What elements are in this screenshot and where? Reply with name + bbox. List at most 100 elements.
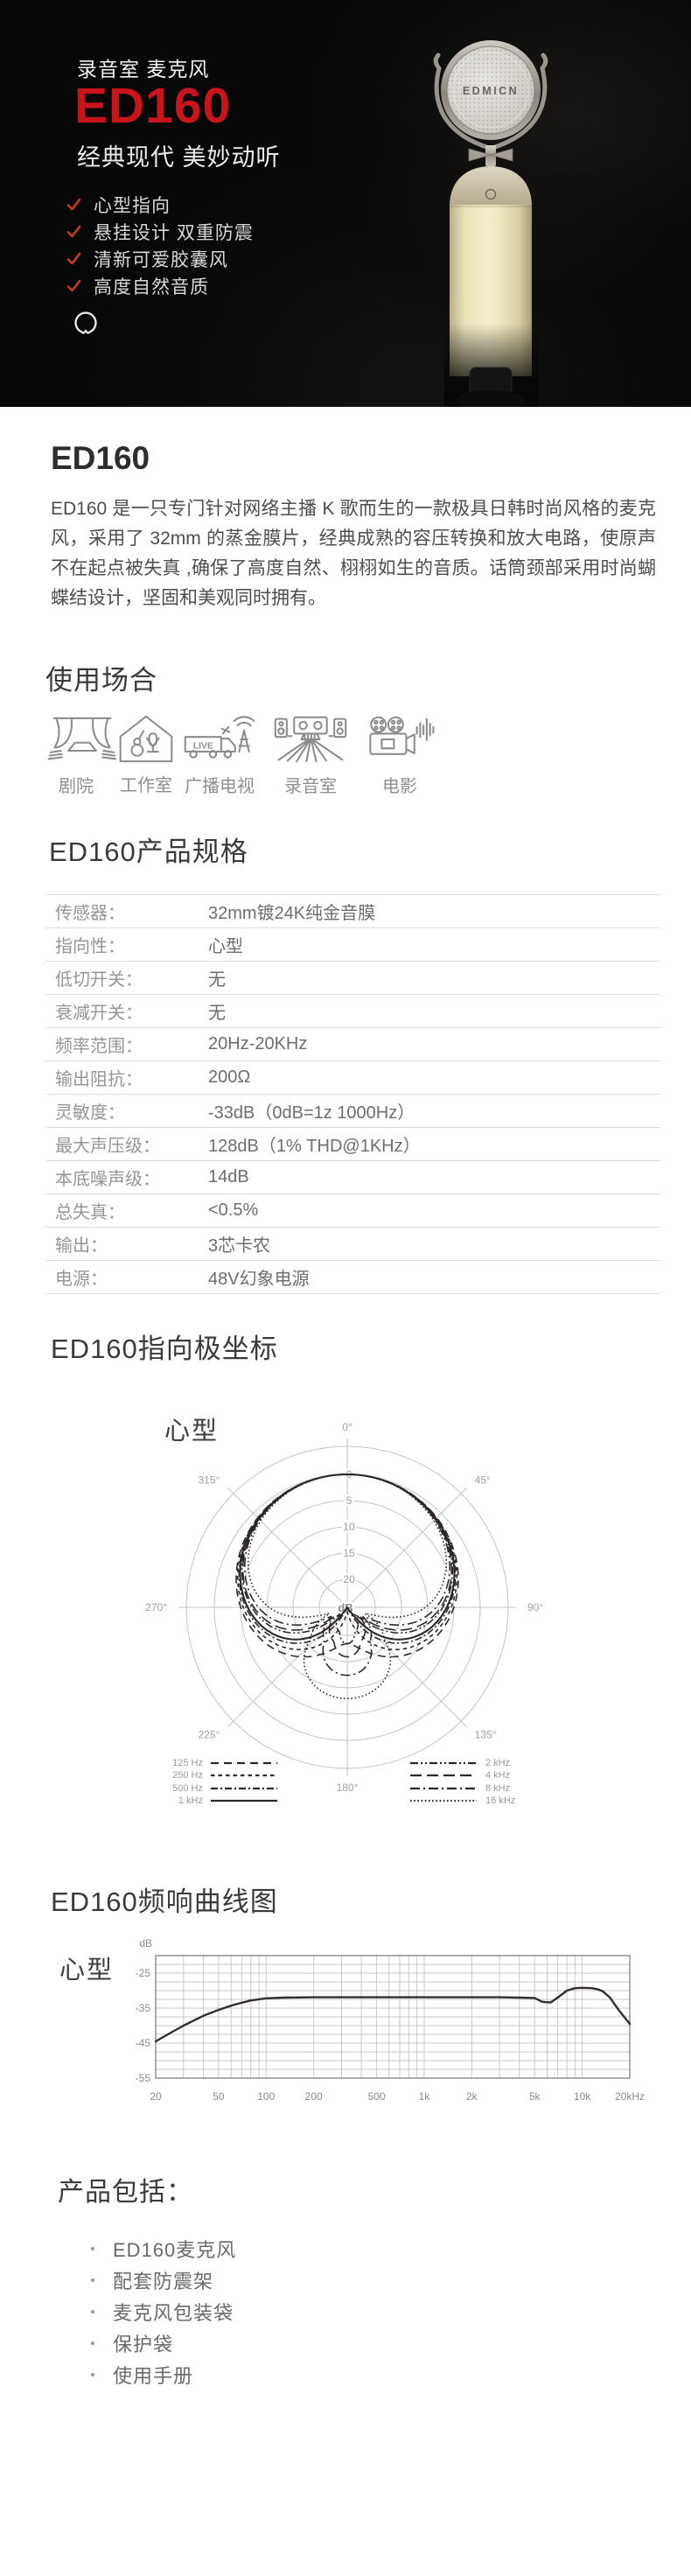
recording-studio-icon <box>274 716 347 763</box>
svg-text:-55: -55 <box>136 2072 151 2084</box>
hero-feature-label: 高度自然音质 <box>94 276 209 298</box>
spec-value: 3芯卡农 <box>208 1236 271 1256</box>
polar-legend-line <box>211 1774 277 1777</box>
svg-text:50: 50 <box>213 2090 225 2103</box>
svg-text:180°: 180° <box>337 1782 359 1791</box>
scenarios-title: 使用场合 <box>45 665 157 696</box>
svg-text:15: 15 <box>343 1547 355 1559</box>
hero-feature-list: 心型指向 悬挂设计 双重防震 清新可爱胶囊风 高度自然音质 <box>66 191 254 299</box>
spec-label: 灵敏度： <box>55 1103 125 1123</box>
spec-row: 指向性： 心型 <box>45 928 660 961</box>
svg-text:225°: 225° <box>199 1729 220 1741</box>
spec-row: 传感器： 32mm镀24K纯金音膜 <box>45 894 660 928</box>
svg-text:500: 500 <box>368 2090 386 2103</box>
polar-legend-row: 4 kHz <box>409 1769 515 1782</box>
polar-legend-row: 1 kHz <box>164 1795 278 1807</box>
specs-title: ED160产品规格 <box>49 836 248 867</box>
svg-text:45°: 45° <box>475 1474 491 1486</box>
svg-text:270°: 270° <box>145 1601 167 1614</box>
polar-legend-row: 2 kHz <box>409 1757 515 1769</box>
mic-brand-text: EDMICN <box>463 85 519 97</box>
check-icon <box>66 198 81 211</box>
spec-value: 48V幻象电源 <box>208 1270 310 1289</box>
polar-legend-line <box>211 1761 277 1765</box>
theater-icon <box>47 717 117 760</box>
mic-logo-ring <box>485 188 497 200</box>
freq-pattern-label: 心型 <box>59 1956 115 1984</box>
polar-series-16kHz <box>247 1474 448 1700</box>
hero-feature-label: 心型指向 <box>94 195 171 216</box>
frequency-response-chart: dB -25 -35 -45 -55 20 50 100 200 500 1k 2k 5k 10k 20kH… <box>136 1937 645 2103</box>
scenario-item: 剧院 <box>47 714 117 797</box>
polar-series-8kHz <box>244 1474 450 1676</box>
spec-value: 心型 <box>208 937 243 956</box>
package-item-label: 保护袋 <box>113 2334 174 2356</box>
spec-label: 传感器： <box>55 904 125 923</box>
spec-value: -33dB（0dB=1z 1000Hz） <box>208 1103 415 1123</box>
spec-label: 衰减开关： <box>55 1004 143 1023</box>
microphone-product-image: EDMICN <box>433 40 548 407</box>
check-icon <box>66 279 81 292</box>
polar-legend-line <box>410 1787 477 1789</box>
freq-title: ED160频响曲线图 <box>51 1886 278 1917</box>
mic-bowtie <box>468 148 513 162</box>
polar-legend-label: 8 kHz <box>485 1782 511 1794</box>
spec-row: 频率范围： 20Hz-20KHz <box>45 1027 660 1060</box>
svg-text:200: 200 <box>305 2090 323 2103</box>
svg-text:0°: 0° <box>342 1421 352 1433</box>
spec-value: 无 <box>208 1004 226 1023</box>
bullet-dot-icon <box>91 2247 94 2250</box>
hero-feature-item: 高度自然音质 <box>66 272 254 299</box>
polar-legend-line <box>410 1761 477 1765</box>
spec-row: 低切开关： 无 <box>45 961 660 994</box>
spec-row: 本底噪声级： 14dB <box>45 1160 660 1194</box>
package-item: 保护袋 <box>91 2328 236 2359</box>
bullet-dot-icon <box>91 2342 94 2345</box>
spec-label: 最大声压级： <box>55 1137 160 1156</box>
polar-legend-label: 1 kHz <box>178 1796 203 1807</box>
spec-label: 本底噪声级： <box>55 1170 160 1189</box>
svg-text:10: 10 <box>343 1521 355 1533</box>
check-icon <box>66 252 81 265</box>
polar-legend-label: 2 kHz <box>485 1758 511 1768</box>
spec-value: 128dB（1% THD@1KHz） <box>208 1137 421 1156</box>
package-item: 配套防震架 <box>91 2264 236 2296</box>
scenario-item: 录音室 <box>261 714 360 797</box>
polar-legend-row: 250 Hz <box>164 1769 278 1782</box>
broadcast-van-icon: LIVE <box>184 716 255 759</box>
spec-label: 低切开关： <box>55 970 143 990</box>
mic-neck-post <box>485 145 496 166</box>
spec-row: 最大声压级： 128dB（1% THD@1KHz） <box>45 1127 660 1160</box>
hero-product-title: ED160 <box>74 78 232 134</box>
scenario-label: 电影 <box>382 777 417 796</box>
svg-text:20kHz: 20kHz <box>615 2090 645 2103</box>
polar-legend-line <box>410 1800 477 1802</box>
hero-banner: EDMICN 录音室 麦克风 ED160 经典现代 美妙动听 心型指向 悬挂设计 … <box>0 0 691 407</box>
freq-grid <box>155 1955 631 2079</box>
freq-plot-border <box>155 1955 631 2079</box>
svg-text:5k: 5k <box>529 2090 541 2103</box>
intro-title: ED160 <box>51 440 150 476</box>
polar-legend-left: 125 Hz 250 Hz 500 Hz 1 kHz <box>164 1757 278 1808</box>
polar-series-250Hz <box>236 1474 458 1650</box>
check-icon <box>66 225 81 238</box>
package-item-label: 配套防震架 <box>113 2271 214 2292</box>
spec-value: 20Hz-20KHz <box>208 1034 308 1054</box>
svg-text:315°: 315° <box>199 1474 220 1486</box>
scenario-item: LIVE 广播电视 <box>178 714 262 797</box>
polar-title: ED160指向极坐标 <box>51 1334 278 1364</box>
package-item-label: 麦克风包装袋 <box>113 2302 234 2324</box>
svg-text:-45: -45 <box>136 2037 151 2049</box>
package-item: ED160麦克风 <box>91 2233 236 2264</box>
spec-label: 电源： <box>55 1270 108 1289</box>
spec-label: 输出： <box>55 1236 108 1256</box>
polar-legend-row: 16 kHz <box>409 1795 515 1807</box>
spec-value: <0.5% <box>208 1200 259 1220</box>
spec-row: 输出阻抗： 200Ω <box>45 1060 660 1094</box>
svg-text:20: 20 <box>150 2090 162 2103</box>
hero-feature-label: 清新可爱胶囊风 <box>94 249 228 270</box>
polar-legend-right: 2 kHz 4 kHz 8 kHz 16 kHz <box>409 1757 515 1808</box>
mic-head: EDMICN <box>441 40 541 140</box>
